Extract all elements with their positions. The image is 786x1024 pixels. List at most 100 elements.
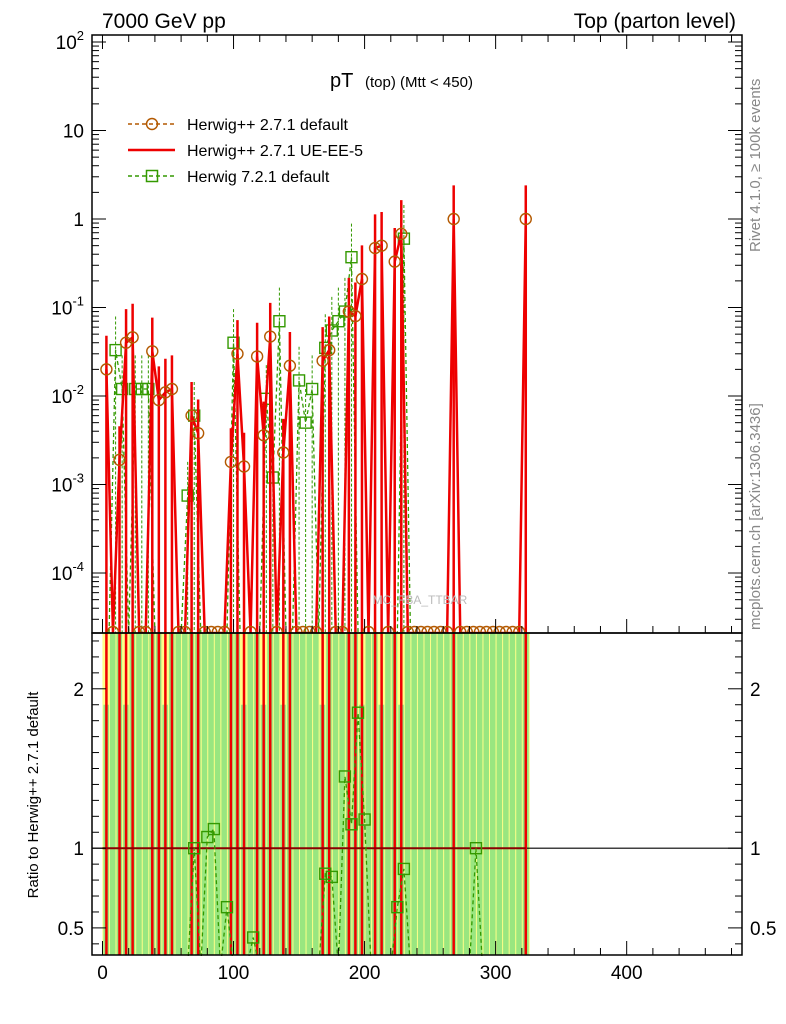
legend: Herwig++ 2.7.1 default Herwig++ 2.7.1 UE… bbox=[128, 117, 363, 186]
point-herwigpp-default bbox=[447, 212, 460, 226]
ratio-point-herwig7-default bbox=[188, 841, 201, 855]
y-tick-label: 10-4 bbox=[51, 559, 84, 585]
ratio-band-green bbox=[214, 633, 221, 955]
ratio-band-green bbox=[182, 633, 189, 955]
y-tick-label: 1 bbox=[73, 210, 84, 231]
y-tick-exponent: -4 bbox=[72, 559, 84, 574]
point-herwigpp-default bbox=[342, 305, 356, 318]
point-herwigpp-default bbox=[224, 455, 238, 469]
ratio-band-green bbox=[221, 633, 228, 955]
legend-label-herwigpp-ueee5: Herwig++ 2.7.1 UE-EE-5 bbox=[187, 143, 363, 160]
legend-entry-herwig7-default: Herwig 7.2.1 default bbox=[128, 169, 330, 186]
ratio-band-green bbox=[516, 633, 523, 955]
point-herwig7-default bbox=[345, 251, 358, 264]
ratio-tick-label-left: 2 bbox=[73, 680, 84, 701]
ratio-band-green bbox=[490, 633, 497, 955]
ratio-band-green bbox=[142, 633, 149, 955]
ratio-band-green bbox=[201, 633, 208, 955]
ratio-band-green bbox=[417, 633, 424, 955]
lower-y-ticks: 0.5 0.5 1 1 2 2 bbox=[58, 640, 776, 945]
ratio-band-green bbox=[313, 633, 320, 955]
ratio-band-green bbox=[509, 633, 516, 955]
ratio-point-herwig7-default bbox=[338, 770, 352, 783]
point-herwigpp-default bbox=[283, 359, 297, 372]
ratio-point-herwig7-default bbox=[319, 867, 332, 880]
mcplots-label: mcplots.cern.ch [arXiv:1306.3436] bbox=[747, 403, 764, 630]
point-herwigpp-default bbox=[191, 427, 205, 440]
ratio-point-herwig7-default bbox=[207, 822, 221, 836]
point-herwigpp-default bbox=[185, 409, 198, 422]
ratio-band-green bbox=[109, 633, 116, 955]
plot-title-sub: (top) (Mtt < 450) bbox=[365, 74, 473, 91]
ratio-band-green bbox=[457, 633, 464, 955]
point-herwigpp-default bbox=[277, 446, 290, 459]
legend-entry-herwigpp-ueee5: Herwig++ 2.7.1 UE-EE-5 bbox=[128, 143, 363, 160]
point-herwigpp-default bbox=[165, 382, 179, 396]
ratio-band-green bbox=[293, 633, 300, 955]
header-left: 7000 GeV pp bbox=[102, 10, 226, 33]
point-herwig7-default bbox=[299, 416, 312, 429]
ratio-band-green bbox=[483, 633, 490, 955]
point-herwigpp-default bbox=[257, 429, 270, 442]
x-tick-label: 300 bbox=[480, 963, 512, 984]
x-ticks: 0 100 200 300 400 bbox=[97, 35, 733, 984]
series-line-herwigpp-ueee5 bbox=[105, 218, 528, 635]
ratio-band-green bbox=[463, 633, 470, 955]
ratio-point-herwig7-default bbox=[358, 813, 371, 826]
ratio-band-green bbox=[339, 633, 346, 955]
x-tick-label: 200 bbox=[349, 963, 381, 984]
ratio-point-herwig7-default bbox=[246, 931, 260, 944]
point-herwig7-default bbox=[227, 336, 240, 349]
point-herwigpp-default bbox=[250, 350, 264, 363]
ratio-tick-label-right: 2 bbox=[750, 680, 761, 701]
legend-marker-circle bbox=[145, 117, 159, 131]
point-herwig7-default bbox=[181, 489, 194, 502]
ratio-tick-label-left: 1 bbox=[73, 839, 84, 860]
point-herwig7-default bbox=[325, 324, 339, 337]
ratio-band-green bbox=[476, 633, 483, 955]
legend-label-herwigpp-default: Herwig++ 2.7.1 default bbox=[187, 117, 349, 134]
y-tick-exponent: 2 bbox=[77, 28, 84, 43]
upper-y-ticks: 10-4 10-3 10-2 10-1 1 10 102 bbox=[51, 28, 742, 620]
ratio-band-green bbox=[299, 633, 306, 955]
ratio-tick-label-right: 1 bbox=[750, 839, 761, 860]
y-tick-label: 102 bbox=[56, 28, 84, 54]
point-herwig7-default bbox=[135, 382, 148, 396]
point-herwig7-default bbox=[273, 315, 286, 328]
point-herwig7-default bbox=[109, 343, 122, 357]
ratio-axis-label: Ratio to Herwig++ 2.7.1 default bbox=[25, 691, 42, 899]
ratio-band-green bbox=[306, 633, 313, 955]
y-tick-label: 10-3 bbox=[51, 471, 84, 497]
bottom-mask bbox=[0, 956, 786, 1024]
ratio-point-herwig7-default bbox=[345, 818, 358, 831]
series-herwig7-default bbox=[108, 204, 476, 634]
ratio-band-green bbox=[175, 633, 182, 955]
rivet-label: Rivet 4.1.0, ≥ 100k events bbox=[747, 79, 764, 252]
point-herwigpp-default bbox=[388, 255, 401, 268]
lower-plot bbox=[92, 633, 742, 969]
point-herwigpp-default bbox=[152, 393, 166, 407]
ratio-band-green bbox=[424, 633, 431, 955]
point-herwigpp-default bbox=[375, 239, 388, 252]
ratio-band-green bbox=[411, 633, 418, 955]
plot-title-main: pT bbox=[330, 70, 353, 92]
point-herwigpp-default bbox=[395, 227, 408, 241]
ratio-band-green bbox=[332, 633, 339, 955]
ratio-point-herwig7-default bbox=[325, 870, 339, 884]
ratio-band-green bbox=[444, 633, 451, 955]
ratio-band-green bbox=[365, 633, 372, 955]
ratio-point-herwig7-default bbox=[397, 862, 411, 876]
point-herwig7-default bbox=[332, 315, 345, 328]
point-herwigpp-default bbox=[355, 272, 369, 286]
ratio-point-herwig7-default bbox=[220, 900, 234, 914]
ratio-band-green bbox=[273, 633, 280, 955]
ratio-band-green bbox=[431, 633, 438, 955]
y-tick-exponent: -3 bbox=[72, 471, 84, 486]
ratio-band-green bbox=[385, 633, 392, 955]
legend-entry-herwigpp-default: Herwig++ 2.7.1 default bbox=[128, 117, 349, 134]
point-herwigpp-default bbox=[316, 354, 329, 367]
ratio-point-herwig7-default bbox=[201, 830, 214, 844]
ratio-band-green bbox=[208, 633, 215, 955]
ratio-band-green bbox=[247, 633, 254, 955]
